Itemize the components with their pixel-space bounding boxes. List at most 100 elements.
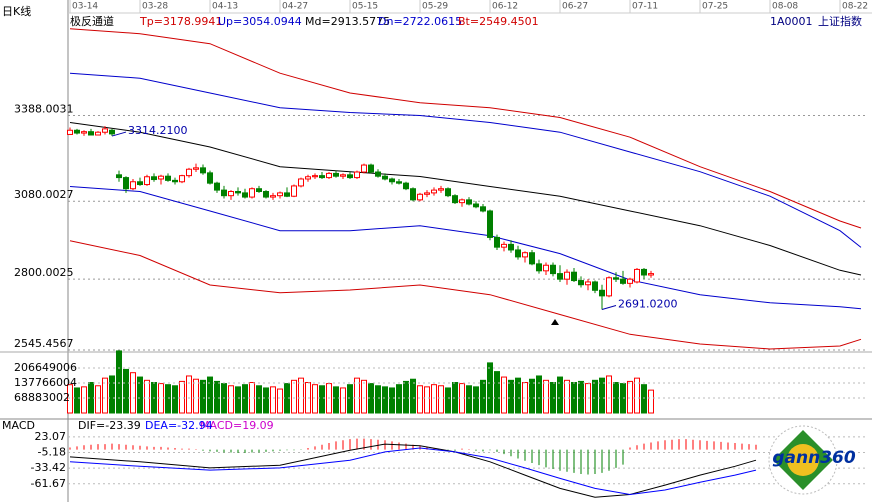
index-name: 上证指数 (818, 14, 862, 28)
y-tick-label: 3080.0027 (14, 188, 74, 201)
candle-body (382, 175, 388, 180)
x-tick-label: 08-22 (842, 2, 868, 12)
y-tick-label: 2545.4567 (14, 337, 74, 350)
volume-bar (277, 388, 283, 414)
candle-body (445, 188, 451, 197)
volume-bar (165, 384, 171, 414)
candle-body (179, 175, 185, 183)
y-tick-label: -5.18 (38, 446, 66, 459)
candle-body (263, 190, 269, 198)
volume-bar (557, 376, 563, 414)
indicator-name: 极反通道 (70, 14, 114, 28)
volume-bar (536, 375, 542, 414)
volume-bar (599, 377, 605, 414)
volume-bar (137, 376, 143, 414)
candle-body (410, 188, 416, 201)
volume-bar (382, 386, 388, 414)
candle-body (116, 174, 122, 179)
x-tick-label: 07-11 (632, 2, 658, 12)
volume-bar (67, 384, 73, 414)
volume-bar (508, 379, 514, 414)
volume-bar (291, 379, 297, 414)
volume-bar (361, 379, 367, 414)
candle-body (508, 243, 514, 251)
legend-entry: DEA=-32.94 (145, 419, 213, 432)
x-tick-label: 07-25 (702, 2, 728, 12)
candle-body (522, 252, 528, 258)
volume-bar (186, 375, 192, 414)
candle-body (557, 273, 563, 280)
candle-body (340, 174, 346, 177)
volume-bar (347, 384, 353, 414)
marker (551, 319, 559, 325)
indicator-line (69, 240, 862, 350)
candle-body (375, 171, 381, 177)
period: 日K线 (2, 4, 31, 18)
volume-bar (480, 379, 486, 414)
volume-bar (123, 368, 129, 414)
volume-bar (648, 389, 654, 414)
legend-entry: DIF=-23.39 (78, 419, 141, 432)
volume-bar (445, 387, 451, 414)
volume-bar (431, 384, 437, 414)
candle-body (165, 175, 171, 181)
candle-body (599, 289, 605, 297)
x-tick-label: 06-12 (492, 2, 518, 12)
x-tick-label: 06-27 (562, 2, 588, 12)
volume-bar (207, 376, 213, 414)
candle-body (186, 168, 192, 177)
candle-body (627, 278, 633, 284)
y-tick-label: 3388.0031 (14, 103, 74, 116)
volume-bar (95, 385, 101, 414)
volume-bar (270, 386, 276, 414)
candle-body (88, 131, 94, 136)
volume-bar (312, 384, 318, 414)
volume-bar (417, 385, 423, 414)
candle-body (284, 192, 290, 197)
volume-bar (592, 379, 598, 414)
logo: gann360 (768, 425, 856, 495)
candle-body (123, 177, 129, 190)
candle-body (326, 172, 332, 179)
candle-body (571, 271, 577, 282)
candle-body (312, 175, 318, 178)
candle-body (298, 178, 304, 187)
volume-bar (564, 379, 570, 414)
candle-body (592, 281, 598, 291)
candle-body (207, 172, 213, 184)
x-tick-label: 03-28 (142, 2, 168, 12)
candle-body (242, 192, 248, 198)
volume-bar (606, 375, 612, 414)
candle-body (291, 185, 297, 197)
volume-bar (466, 385, 472, 414)
legend-entry: Bt=2549.4501 (458, 15, 539, 28)
y-tick-label: 206649006 (14, 361, 77, 374)
candle-body (417, 193, 423, 201)
macd-title: MACD (2, 419, 35, 432)
indicator-line (69, 28, 862, 229)
candle-body (235, 190, 241, 194)
candle-body (466, 199, 472, 205)
candle-body (578, 280, 584, 286)
candle-body (487, 210, 493, 238)
candle-body (452, 195, 458, 204)
y-tick-label: 137766004 (14, 376, 77, 389)
candle-body (529, 252, 535, 265)
volume-bar (396, 384, 402, 414)
candle-body (515, 249, 521, 258)
volume-bar (529, 378, 535, 414)
candle-body (158, 175, 164, 180)
volume-bar (235, 386, 241, 414)
volume-bar (193, 378, 199, 414)
x-tick-label: 04-13 (212, 2, 238, 12)
candle-body (620, 278, 626, 284)
volume-bar (214, 380, 220, 414)
volume-bar (501, 376, 507, 414)
volume-bar (494, 371, 500, 414)
volume-bar (438, 385, 444, 414)
indicator-line (69, 447, 757, 496)
annotation: 3314.2100 (128, 124, 188, 137)
candle-body (270, 195, 276, 198)
candle-body (200, 167, 206, 174)
